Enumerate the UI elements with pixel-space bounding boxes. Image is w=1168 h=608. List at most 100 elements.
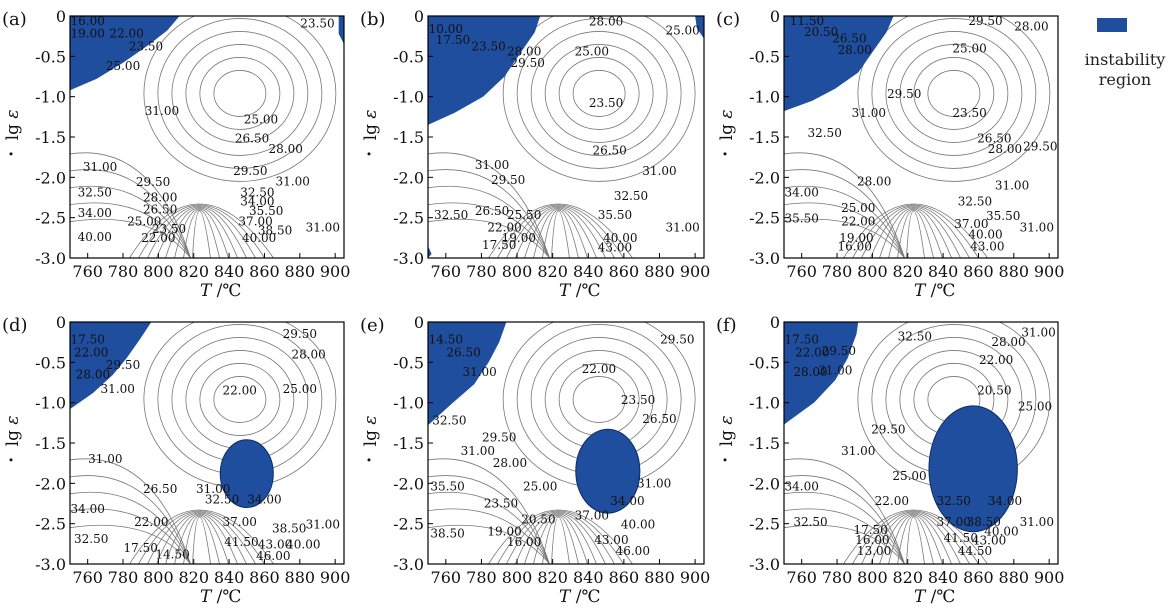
contour-line — [852, 510, 979, 564]
contour-line — [861, 205, 970, 258]
contour-label: 32.50 — [74, 532, 108, 546]
contour-label: 28.00 — [988, 142, 1022, 156]
contour-line — [192, 516, 211, 564]
contour-line — [843, 509, 988, 564]
contour-label: 31.00 — [642, 164, 676, 178]
contour-label: 23.50 — [471, 40, 505, 54]
x-tick-label: 880 — [999, 262, 1030, 281]
panel-letter: (c) — [716, 9, 740, 30]
contour-line — [497, 204, 624, 258]
contour-label: 19.00 — [502, 231, 536, 245]
contour-label: 40.00 — [286, 538, 320, 552]
contour-label: 34.00 — [240, 195, 274, 209]
legend-label-line2: region — [1098, 70, 1152, 89]
contour-line — [784, 169, 905, 258]
contour-label: 43.00 — [970, 240, 1004, 254]
contour-label: 26.50 — [143, 203, 177, 217]
contour-line — [888, 208, 943, 258]
contour-label: 38.50 — [272, 522, 306, 536]
contour-label: 28.00 — [268, 142, 302, 156]
contour-label: 25.00 — [665, 24, 699, 38]
contour-label: 35.50 — [986, 209, 1020, 223]
contour-label: 17.50 — [482, 238, 516, 252]
x-tick-label: 780 — [108, 568, 139, 587]
contour-label: 25.00 — [127, 215, 161, 229]
contour-label: 20.50 — [521, 513, 555, 527]
contour-line — [138, 204, 265, 258]
contour-label: 19.00 — [839, 231, 873, 245]
contour-label: 29.50 — [887, 87, 921, 101]
y-tick-label: -1.0 — [749, 88, 780, 107]
contour-label: 32.50 — [793, 515, 827, 529]
contour-label: 23.50 — [621, 393, 655, 407]
contour-label: 29.50 — [822, 344, 856, 358]
legend-swatch — [1097, 18, 1127, 32]
contour-label: 43.00 — [598, 241, 632, 255]
contour-line — [506, 205, 615, 258]
contour-line — [784, 458, 905, 564]
contour-line — [784, 152, 905, 258]
y-tick-label: -3.0 — [35, 249, 66, 268]
instability-region — [219, 439, 274, 509]
x-tick-label: 900 — [680, 262, 711, 281]
contour-line — [927, 70, 981, 117]
contour-line — [897, 209, 934, 258]
contour-line — [428, 202, 550, 258]
x-tick-label: 780 — [822, 568, 853, 587]
x-axis-label: T /℃ — [914, 281, 956, 301]
y-tick-label: -2.5 — [749, 209, 780, 228]
contour-line — [857, 16, 1051, 182]
contour-line — [852, 204, 979, 258]
y-tick-label: -0.5 — [749, 353, 780, 372]
contour-label: 16.00 — [838, 240, 872, 254]
contour-label: 31.00 — [841, 444, 875, 458]
contour-line — [129, 203, 274, 258]
contour-label: 28.00 — [507, 44, 541, 58]
contour-line — [171, 31, 309, 156]
contour-label: 32.50 — [614, 189, 648, 203]
contour-label: 13.00 — [857, 544, 891, 558]
contour-label: 32.50 — [937, 494, 971, 508]
panel-letter: (a) — [2, 9, 27, 30]
contour-label: 25.00 — [575, 44, 609, 58]
x-tick-label: 860 — [963, 568, 994, 587]
x-tick-label: 860 — [249, 262, 280, 281]
contour-label: 22.00 — [109, 27, 143, 41]
x-tick-label: 860 — [609, 262, 640, 281]
strain-rate-dot — [723, 458, 727, 462]
contour-label: 35.50 — [430, 480, 464, 494]
contour-line — [70, 524, 191, 564]
contour-line — [70, 508, 191, 564]
y-tick-label: -3.0 — [749, 555, 780, 574]
contour-line — [899, 44, 1009, 143]
y-axis-label: lg ε — [3, 109, 23, 140]
y-axis-label: lg ε — [361, 415, 381, 446]
legend-label-line1: instability — [1084, 50, 1166, 69]
contour-label: 19.00 — [70, 27, 104, 41]
contour-line — [192, 210, 211, 258]
contour-line — [70, 458, 191, 564]
y-tick-label: -3.0 — [393, 555, 424, 574]
contour-label: 17.50 — [436, 33, 470, 47]
contour-line — [558, 57, 640, 130]
contour-line — [147, 511, 256, 564]
contour-label: 31.00 — [306, 517, 340, 531]
contour-line — [428, 458, 550, 564]
y-tick-label: -0.5 — [749, 47, 780, 66]
x-axis-label: T /℃ — [559, 587, 601, 607]
y-tick-label: -0.5 — [393, 353, 424, 372]
contour-label: 28.00 — [291, 347, 325, 361]
contour-label: 22.00 — [141, 231, 175, 245]
contour-label: 25.00 — [523, 480, 557, 494]
y-tick-label: -2.0 — [393, 168, 424, 187]
contour-label: 31.00 — [1020, 220, 1054, 234]
strain-rate-dot — [367, 152, 371, 156]
contour-label: 41.50 — [944, 531, 978, 545]
contour-label: 44.50 — [958, 544, 992, 558]
contour-label: 29.50 — [511, 56, 545, 70]
contour-line — [138, 510, 265, 564]
y-tick-label: 0 — [770, 7, 780, 26]
contour-line — [70, 169, 191, 258]
legend-label: instability region — [1070, 50, 1168, 90]
